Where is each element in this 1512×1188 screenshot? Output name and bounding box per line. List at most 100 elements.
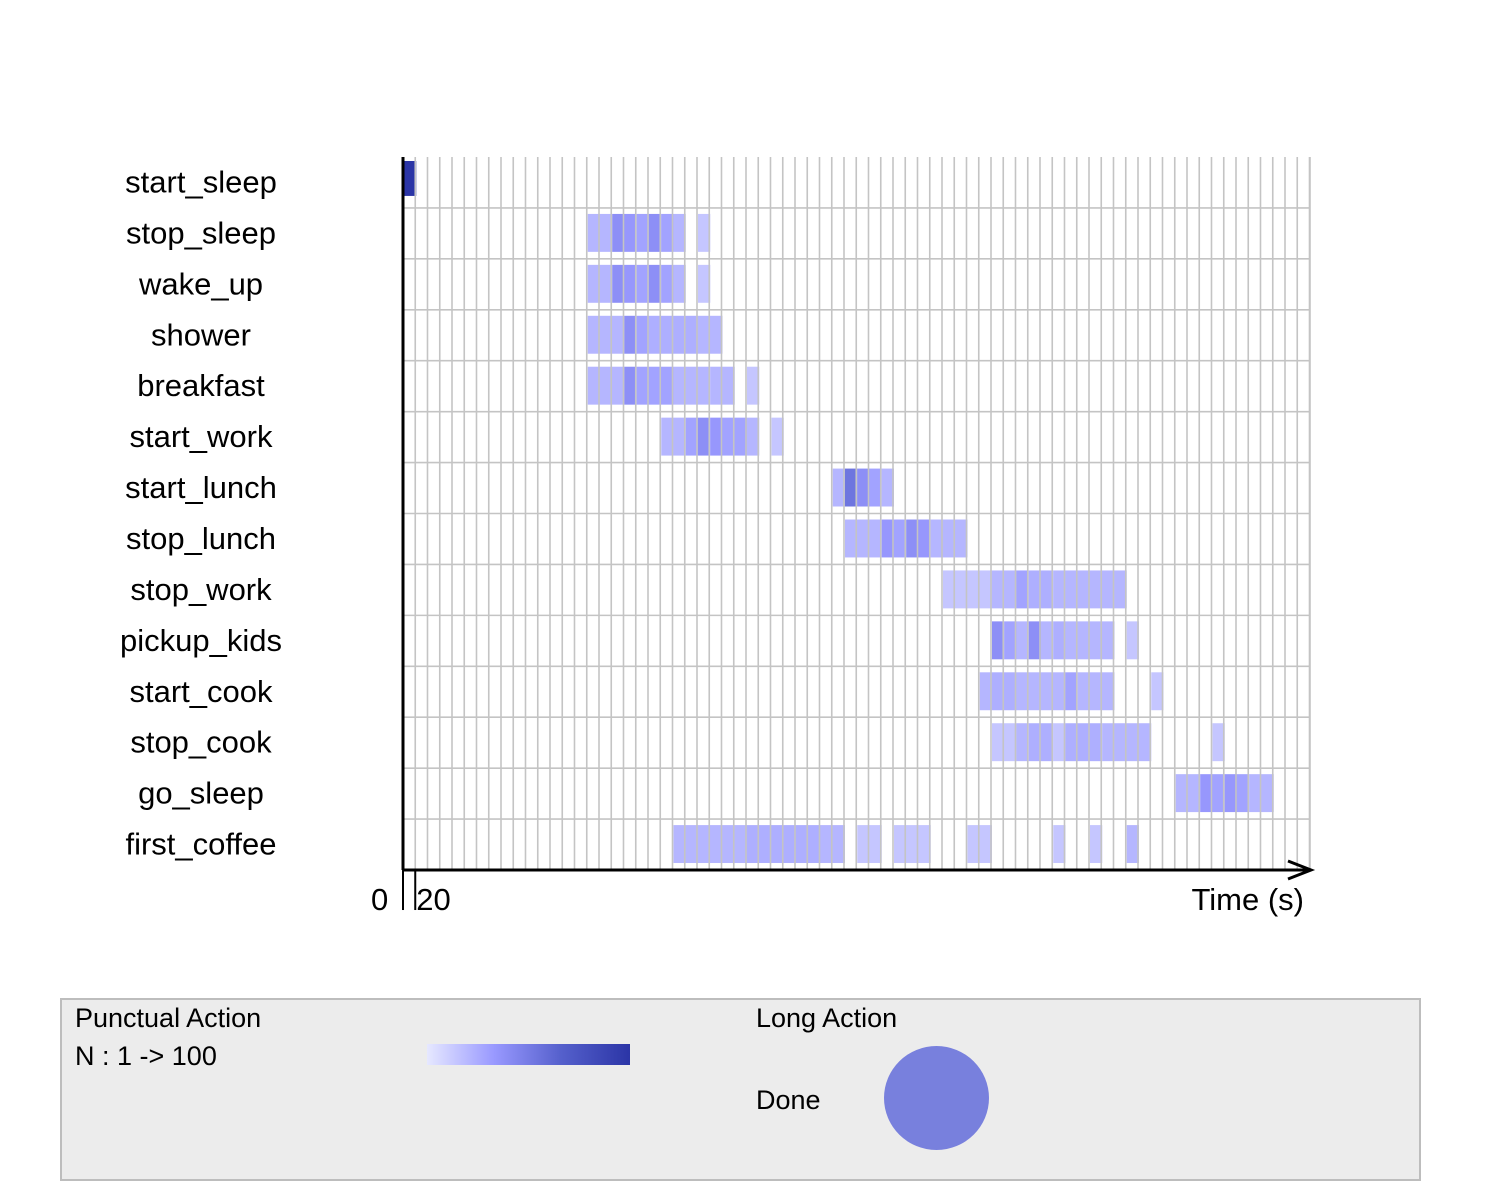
heat-cell-stop_sleep-5: [661, 213, 674, 252]
heat-cell-start_work-5: [747, 417, 760, 456]
heat-cell-first_coffee-6: [1053, 825, 1066, 864]
legend-done-circle: [884, 1046, 989, 1150]
heat-cell-first_coffee-0: [673, 825, 747, 864]
heat-cell-start_work-6: [771, 417, 784, 456]
heat-cell-first_coffee-1: [747, 825, 821, 864]
heat-cell-go_sleep-2: [1212, 774, 1225, 813]
heat-cell-stop_cook-2: [1028, 723, 1054, 762]
heat-cell-stop_cook-0: [992, 723, 1017, 762]
heat-cell-start_cook-4: [1077, 672, 1115, 711]
legend-long-title: Long Action: [756, 1003, 898, 1033]
heat-cell-stop_cook-4: [1065, 723, 1103, 762]
heat-cell-start_cook-2: [1016, 672, 1066, 711]
heat-cell-first_coffee-7: [1090, 825, 1103, 864]
heat-cell-pickup_kids-5: [1053, 621, 1066, 660]
heat-cell-start_lunch-2: [857, 468, 870, 507]
heat-cell-first_coffee-2: [820, 825, 845, 864]
x-tick-label: 0: [371, 882, 388, 917]
heat-cell-shower-3: [649, 315, 698, 354]
heat-cell-shower-4: [698, 315, 723, 354]
heat-cell-go_sleep-0: [1175, 774, 1201, 813]
heat-cell-stop_sleep-2: [624, 213, 637, 252]
heat-cell-pickup_kids-0: [992, 621, 1005, 660]
row-label-start_sleep: start_sleep: [125, 164, 277, 199]
heat-cell-start_cook-1: [992, 672, 1017, 711]
row-label-first_coffee: first_coffee: [125, 827, 276, 862]
row-label-pickup_kids: pickup_kids: [120, 623, 282, 658]
heat-cell-wake_up-4: [649, 264, 662, 303]
heat-cell-breakfast-5: [747, 366, 760, 405]
heat-cell-stop_sleep-3: [636, 213, 649, 252]
row-label-stop_cook: stop_cook: [130, 725, 272, 760]
heat-cell-stop_lunch-0: [845, 519, 882, 558]
legend-done-label: Done: [756, 1085, 821, 1115]
heat-cell-stop_sleep-7: [698, 213, 711, 252]
heat-cell-stop_sleep-0: [587, 213, 613, 252]
heat-cell-pickup_kids-3: [1028, 621, 1041, 660]
row-label-start_cook: start_cook: [129, 674, 273, 709]
heat-cell-start_work-4: [722, 417, 747, 456]
heat-cell-stop_cook-1: [1016, 723, 1029, 762]
row-label-wake_up: wake_up: [138, 266, 263, 301]
heat-cell-wake_up-5: [661, 264, 674, 303]
heat-cell-stop_sleep-4: [649, 213, 662, 252]
row-label-stop_lunch: stop_lunch: [126, 521, 276, 556]
heat-cell-go_sleep-5: [1249, 774, 1274, 813]
heat-cell-go_sleep-3: [1224, 774, 1237, 813]
heat-cell-start_cook-3: [1065, 672, 1078, 711]
heat-cell-shower-2: [636, 315, 649, 354]
heat-cell-stop_cook-6: [1212, 723, 1225, 762]
heat-cell-breakfast-1: [624, 366, 637, 405]
row-label-breakfast: breakfast: [137, 368, 265, 403]
heat-cell-go_sleep-4: [1237, 774, 1250, 813]
heat-cell-wake_up-0: [587, 264, 613, 303]
heat-cell-wake_up-6: [673, 264, 686, 303]
x-tick-label: 20: [416, 882, 450, 917]
heat-cell-start_lunch-0: [832, 468, 845, 507]
grid-lines: [403, 157, 1311, 871]
heat-cell-first_coffee-3: [857, 825, 882, 864]
row-label-start_lunch: start_lunch: [125, 470, 277, 505]
heat-cell-stop_sleep-6: [673, 213, 686, 252]
heat-cell-start_cook-0: [979, 672, 992, 711]
heat-cell-start_work-2: [698, 417, 711, 456]
heat-cell-stop_cook-5: [1102, 723, 1152, 762]
heat-cell-first_coffee-5: [967, 825, 992, 864]
row-label-stop_work: stop_work: [130, 572, 272, 607]
heat-cell-stop_lunch-4: [918, 519, 931, 558]
heat-cell-stop_lunch-2: [894, 519, 907, 558]
heat-cell-pickup_kids-4: [1041, 621, 1054, 660]
heat-cell-stop_work-2: [1016, 570, 1029, 609]
heat-cell-wake_up-2: [624, 264, 637, 303]
heat-cell-start_lunch-3: [869, 468, 882, 507]
row-label-shower: shower: [151, 317, 251, 352]
legend-punctual-title: Punctual Action: [75, 1003, 262, 1033]
heat-cell-first_coffee-8: [1126, 825, 1139, 864]
heat-cell-start_lunch-4: [881, 468, 894, 507]
heat-cell-start_work-0: [661, 417, 686, 456]
heat-cell-pickup_kids-7: [1126, 621, 1139, 660]
row-label-go_sleep: go_sleep: [138, 776, 264, 811]
heat-cell-start_work-3: [710, 417, 723, 456]
heat-cell-start_lunch-1: [845, 468, 858, 507]
legend-punctual-range: N : 1 -> 100: [75, 1041, 217, 1071]
heat-cell-stop_lunch-1: [881, 519, 894, 558]
heat-cell-wake_up-7: [698, 264, 711, 303]
heat-cell-go_sleep-1: [1200, 774, 1213, 813]
heat-cell-breakfast-4: [710, 366, 735, 405]
heat-cell-breakfast-0: [587, 366, 625, 405]
heat-cell-breakfast-3: [673, 366, 711, 405]
row-label-start_work: start_work: [130, 419, 273, 454]
heat-cell-start_sleep-0: [404, 161, 417, 196]
heat-cell-stop_cook-3: [1053, 723, 1066, 762]
heat-cell-shower-1: [624, 315, 637, 354]
x-axis-label: Time (s): [1192, 882, 1305, 917]
heat-cell-pickup_kids-2: [1016, 621, 1029, 660]
heat-cell-breakfast-2: [636, 366, 674, 405]
heat-cell-start_work-1: [685, 417, 698, 456]
heat-cell-stop_sleep-1: [612, 213, 625, 252]
x-axis-arrow: [1287, 859, 1316, 881]
heat-cell-stop_work-4: [1053, 570, 1127, 609]
heat-cell-pickup_kids-1: [1004, 621, 1017, 660]
